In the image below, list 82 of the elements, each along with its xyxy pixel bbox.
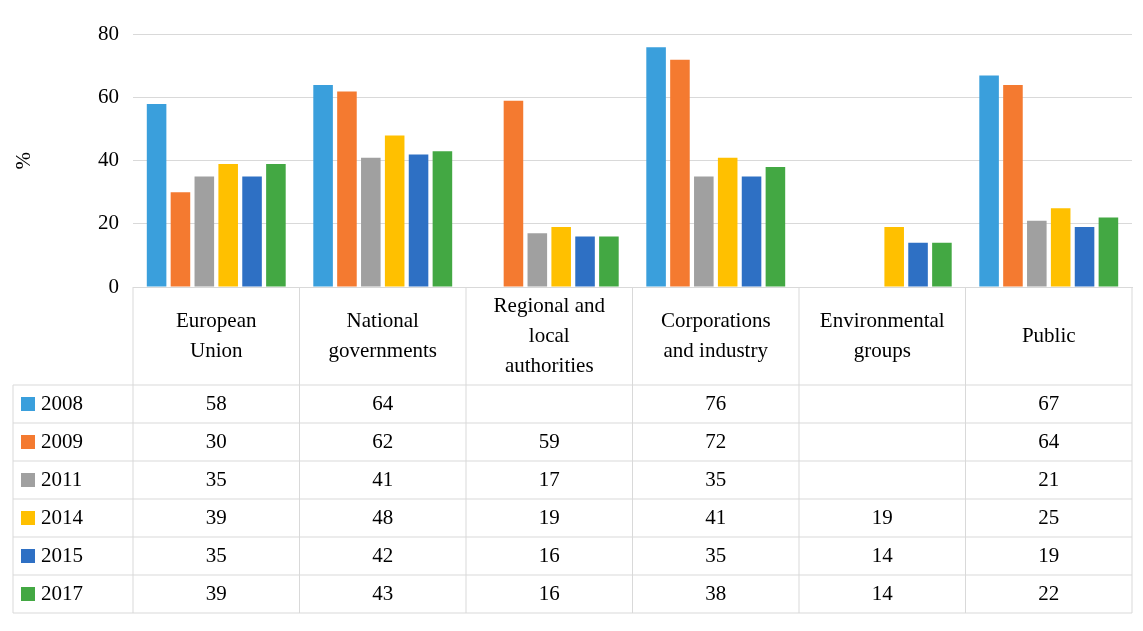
legend-label: 2011 xyxy=(41,466,83,491)
bar xyxy=(337,91,357,287)
bar xyxy=(741,176,762,287)
data-label: 19 xyxy=(871,504,893,529)
legend-label: 2014 xyxy=(41,504,84,529)
data-label: 35 xyxy=(205,466,227,491)
data-label: 35 xyxy=(705,466,727,491)
bar xyxy=(908,242,928,287)
x-tick-label: Environmental groups xyxy=(819,307,945,362)
bar xyxy=(408,154,429,287)
y-tick-label: 0 xyxy=(108,273,119,298)
data-label: 72 xyxy=(705,428,727,453)
data-label: 16 xyxy=(538,580,560,605)
data-label: 17 xyxy=(538,466,560,491)
data-label: 19 xyxy=(538,504,560,529)
bar xyxy=(932,242,952,287)
bar xyxy=(503,100,524,287)
legend-label: 2009 xyxy=(41,428,83,453)
data-label: 42 xyxy=(372,542,394,567)
bar xyxy=(694,176,714,287)
data-label: 43 xyxy=(372,580,394,605)
data-label: 38 xyxy=(705,580,727,605)
data-label: 35 xyxy=(205,542,227,567)
bar xyxy=(266,163,286,287)
data-label: 48 xyxy=(372,504,394,529)
data-label: 39 xyxy=(205,580,227,605)
data-label: 14 xyxy=(871,580,894,605)
bar xyxy=(313,85,333,287)
legend-label: 2008 xyxy=(41,390,83,415)
bar xyxy=(146,104,167,287)
data-label: 41 xyxy=(705,504,727,529)
y-tick-label: 40 xyxy=(98,147,119,172)
y-tick-label: 60 xyxy=(98,84,119,109)
bar xyxy=(646,47,666,287)
bar xyxy=(670,59,690,287)
data-label: 16 xyxy=(538,542,560,567)
x-tick-label: National governments xyxy=(328,307,437,362)
data-label: 41 xyxy=(372,466,394,491)
bar xyxy=(1050,208,1071,287)
bar xyxy=(1003,85,1023,287)
bar xyxy=(884,227,904,287)
bar xyxy=(979,75,999,287)
y-axis-title: % xyxy=(11,152,36,170)
data-label: 25 xyxy=(1038,504,1060,529)
x-tick-label: Regional and local authorities xyxy=(493,292,606,377)
x-tick-label: European Union xyxy=(176,307,257,362)
data-label: 59 xyxy=(538,428,560,453)
data-label: 62 xyxy=(372,428,394,453)
bar xyxy=(551,227,571,287)
bar xyxy=(765,167,786,287)
bar xyxy=(194,176,215,287)
x-tick-label: Public xyxy=(1021,322,1076,347)
data-label: 14 xyxy=(871,542,894,567)
bar xyxy=(1074,227,1095,287)
bar xyxy=(575,236,595,287)
bar xyxy=(717,157,738,287)
y-tick-label: 20 xyxy=(98,210,119,235)
y-tick-label: 80 xyxy=(98,21,119,46)
bar xyxy=(599,236,619,287)
bar xyxy=(361,157,381,287)
bar xyxy=(1027,220,1047,287)
data-label: 39 xyxy=(205,504,227,529)
data-label: 67 xyxy=(1038,390,1060,415)
data-label: 64 xyxy=(372,390,394,415)
data-label: 21 xyxy=(1038,466,1060,491)
legend-label: 2015 xyxy=(41,542,83,567)
bar xyxy=(432,151,453,287)
bar xyxy=(170,192,191,287)
data-label: 64 xyxy=(1038,428,1060,453)
data-label: 19 xyxy=(1038,542,1060,567)
x-tick-label: Corporations and industry xyxy=(660,307,771,362)
bar xyxy=(527,233,548,287)
bar xyxy=(1098,217,1119,287)
bar xyxy=(218,163,238,287)
data-label: 30 xyxy=(205,428,227,453)
data-label: 58 xyxy=(205,390,227,415)
data-label: 76 xyxy=(705,390,727,415)
data-label: 22 xyxy=(1038,580,1060,605)
bar xyxy=(242,176,262,287)
bar xyxy=(384,135,405,287)
data-label: 35 xyxy=(705,542,727,567)
legend-label: 2017 xyxy=(41,580,83,605)
